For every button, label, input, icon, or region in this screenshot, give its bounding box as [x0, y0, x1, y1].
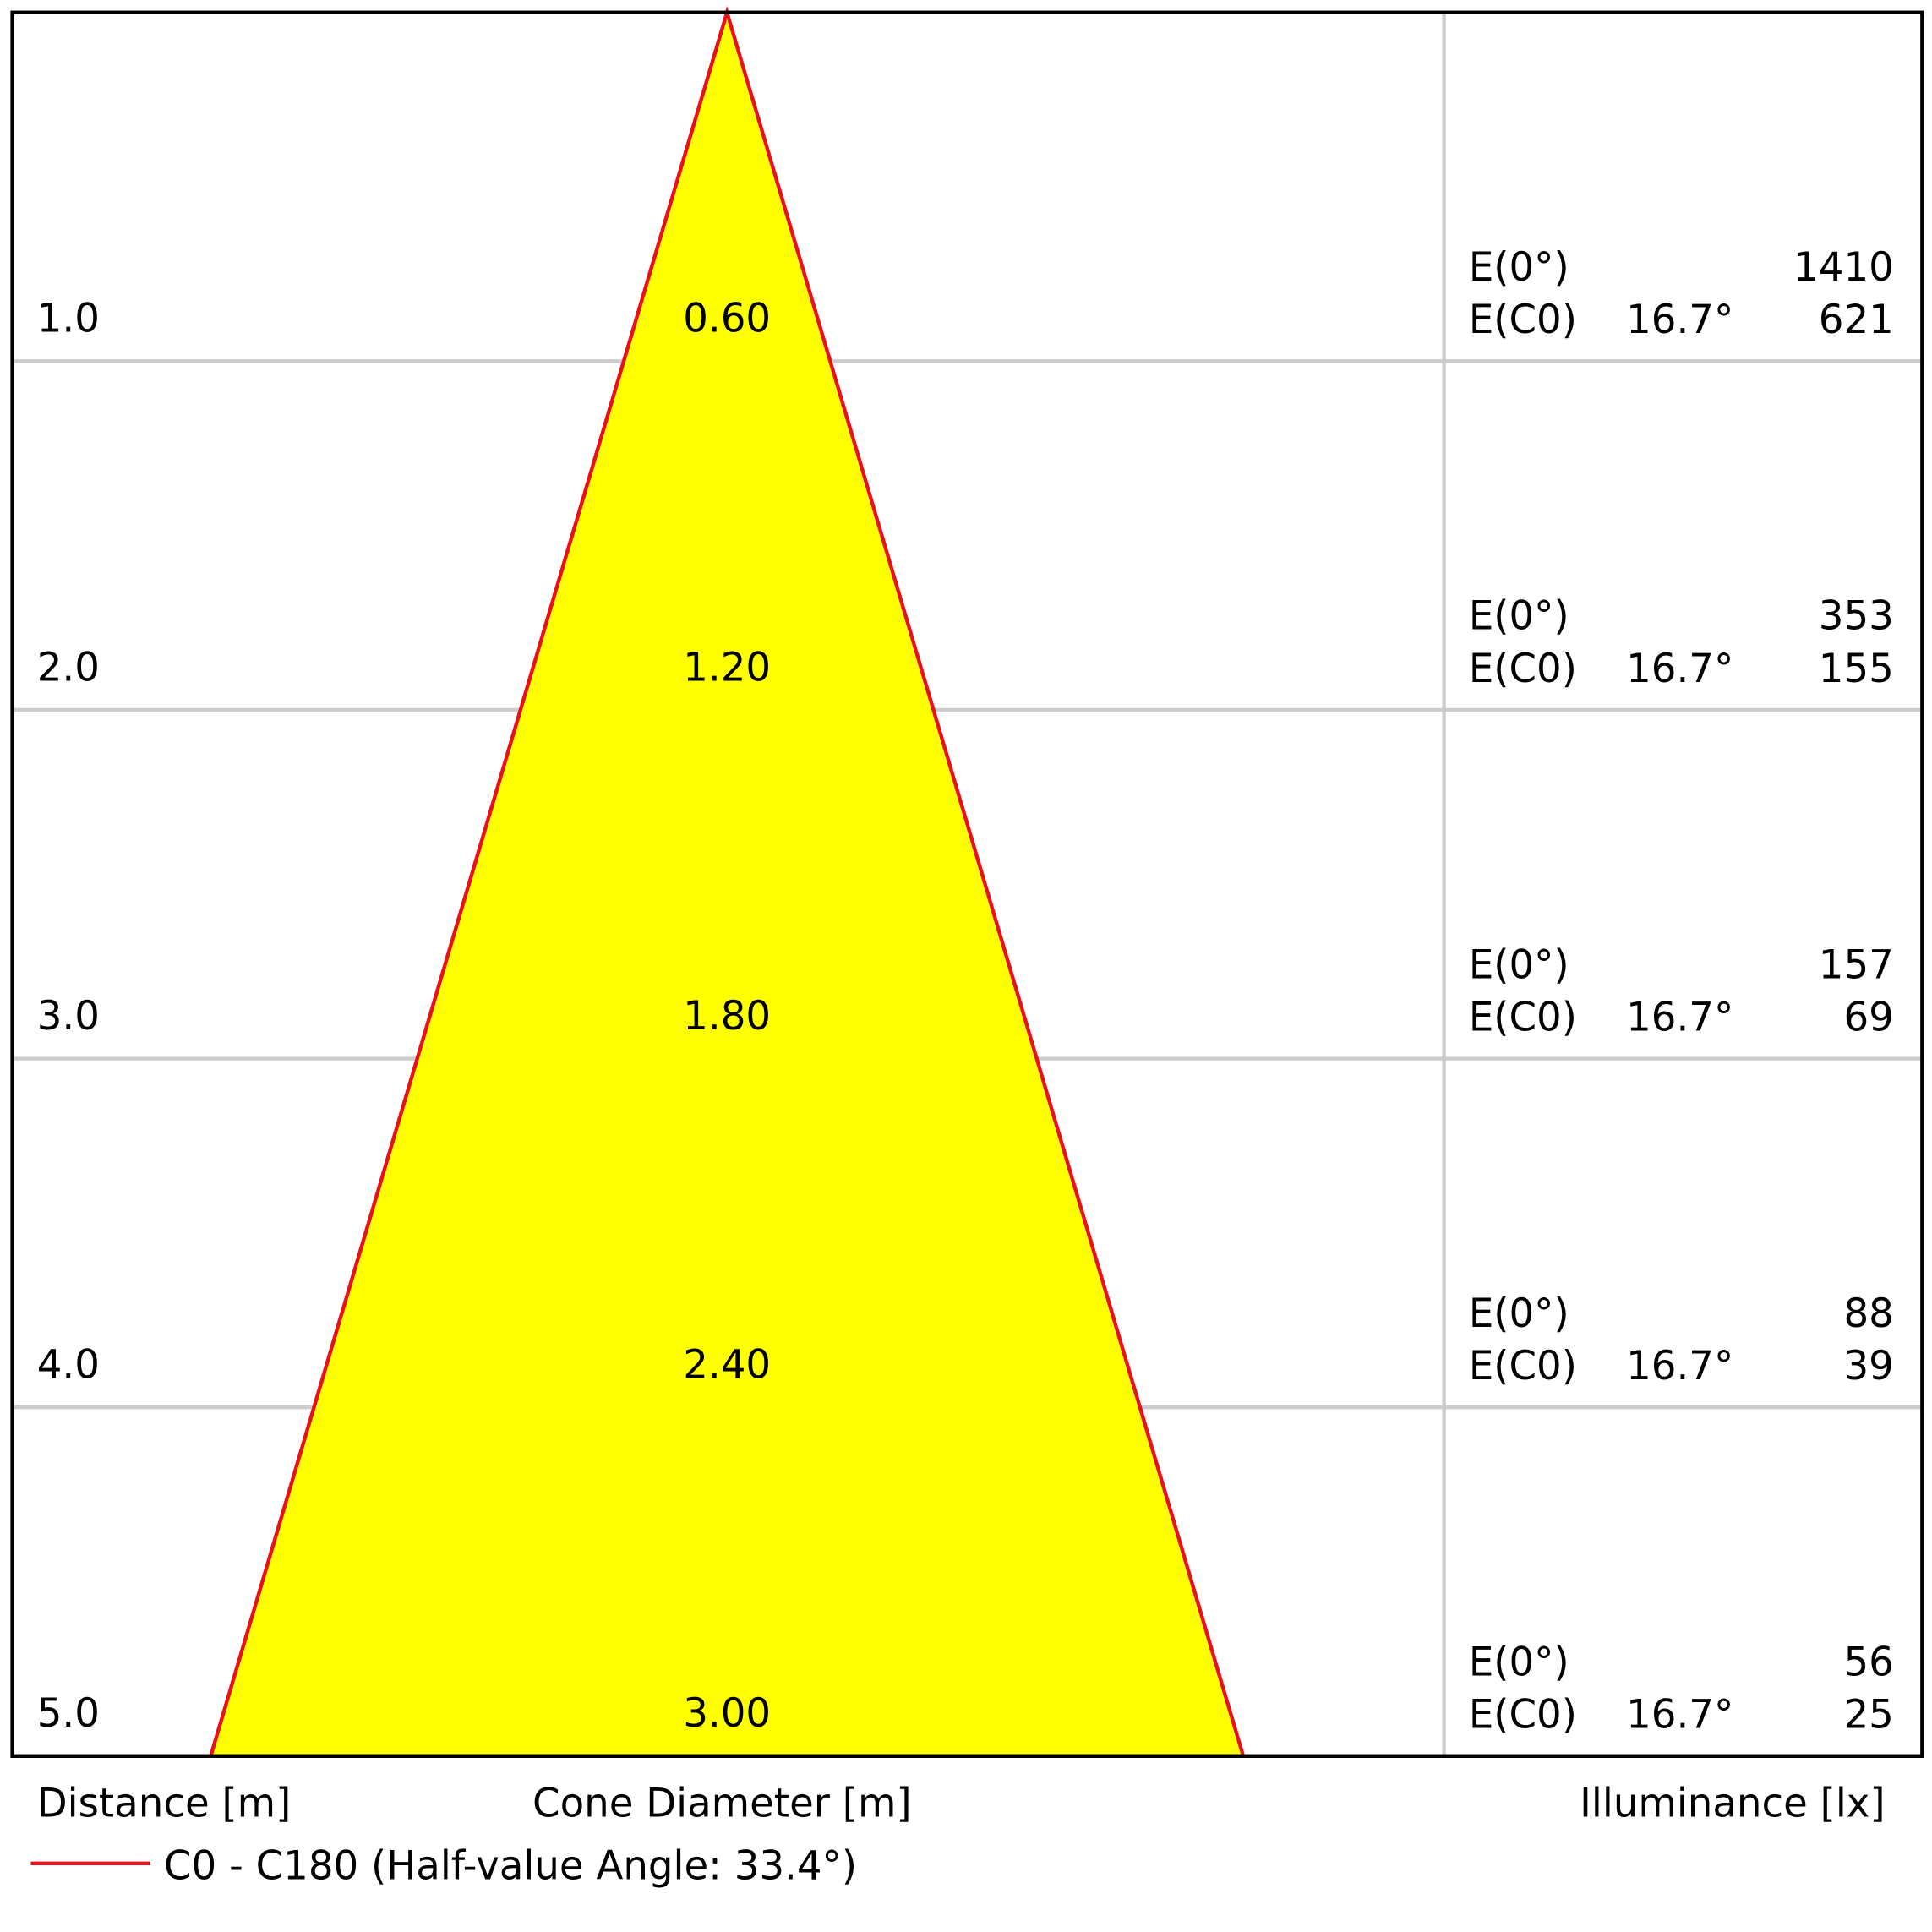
ec0-angle: 16.7°	[1626, 297, 1733, 343]
ec0-value: 621	[1819, 297, 1894, 343]
e0-label: E(0°)	[1469, 592, 1569, 639]
e0-value: 157	[1819, 941, 1894, 988]
ec0-value: 25	[1843, 1691, 1893, 1738]
e0-value: 1410	[1793, 244, 1894, 291]
legend-label: C0 - C180 (Half-value Angle: 33.4°)	[164, 1842, 857, 1889]
diameter-label: 2.40	[683, 1341, 771, 1388]
ec0-label: E(C0)	[1469, 994, 1577, 1040]
ec0-label: E(C0)	[1469, 1691, 1577, 1738]
e0-label: E(0°)	[1469, 941, 1569, 988]
cone	[210, 12, 1244, 1756]
diameter-label: 0.60	[683, 295, 771, 341]
e0-value: 353	[1819, 592, 1894, 639]
ec0-value: 69	[1843, 994, 1893, 1040]
frame	[10, 10, 1924, 1758]
ec0-value: 155	[1819, 645, 1894, 691]
diameter-label: 3.00	[683, 1690, 771, 1737]
e0-label: E(0°)	[1469, 1291, 1569, 1337]
ec0-label: E(C0)	[1469, 297, 1577, 343]
distance-label: 2.0	[37, 644, 100, 690]
ec0-angle: 16.7°	[1626, 645, 1733, 691]
ec0-label: E(C0)	[1469, 645, 1577, 691]
diameter-label: 1.20	[683, 644, 771, 690]
labels: 1.0 0.60 E(0°) 1410 E(C0) 16.7° 621 2.0 1.20 E(0°…	[37, 244, 1894, 1738]
diameter-axis-label: Cone Diameter [m]	[532, 1780, 912, 1826]
ec0-angle: 16.7°	[1626, 1343, 1733, 1389]
distance-axis-label: Distance [m]	[37, 1780, 292, 1826]
ec0-value: 39	[1843, 1343, 1893, 1389]
ec0-angle: 16.7°	[1626, 994, 1733, 1040]
e0-value: 56	[1843, 1639, 1893, 1685]
e0-label: E(0°)	[1469, 244, 1569, 291]
e0-value: 88	[1843, 1291, 1893, 1337]
ec0-angle: 16.7°	[1626, 1691, 1733, 1738]
diameter-label: 1.80	[683, 993, 771, 1040]
ec0-label: E(C0)	[1469, 1343, 1577, 1389]
distance-label: 3.0	[37, 993, 100, 1040]
distance-label: 4.0	[37, 1341, 100, 1388]
distance-label: 5.0	[37, 1690, 100, 1737]
distance-label: 1.0	[37, 295, 100, 341]
e0-label: E(0°)	[1469, 1639, 1569, 1685]
illuminance-axis-label: Illuminance [lx]	[1580, 1780, 1885, 1826]
